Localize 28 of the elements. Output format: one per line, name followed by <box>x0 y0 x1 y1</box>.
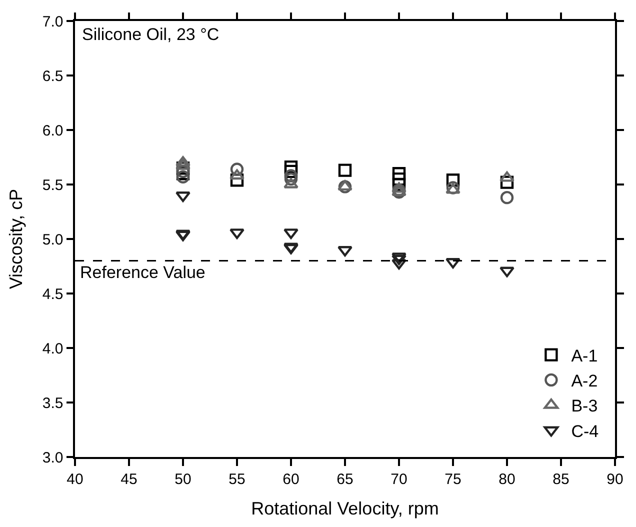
x-tick-label: 40 <box>66 470 84 488</box>
annotation: Silicone Oil, 23 °C <box>82 25 220 44</box>
y-tick-label: 6.5 <box>42 68 64 85</box>
legend-label: A-1 <box>571 346 598 366</box>
y-axis-title: Viscosity, cP <box>6 188 26 290</box>
y-tick-label: 4.5 <box>42 286 64 303</box>
y-tick-label: 7.0 <box>42 13 64 30</box>
legend-label: B-3 <box>571 396 598 416</box>
y-tick-label: 5.5 <box>42 176 64 194</box>
y-tick-label: 6.0 <box>42 122 64 140</box>
x-tick-label: 75 <box>444 470 462 488</box>
legend-label: A-2 <box>571 372 598 391</box>
x-tick-label: 60 <box>282 470 300 488</box>
legend-label: C-4 <box>571 422 599 441</box>
y-tick-label: 3.5 <box>42 394 64 412</box>
ref-line-label: Reference Value <box>80 263 206 282</box>
x-axis-title: Rotational Velocity, rpm <box>251 498 439 518</box>
x-tick-label: 50 <box>174 470 192 488</box>
y-tick-label: 3.0 <box>42 449 64 466</box>
y-tick-label: 4.0 <box>42 340 64 358</box>
x-tick-label: 90 <box>606 470 624 488</box>
x-tick-label: 85 <box>552 470 570 488</box>
x-tick-label: 65 <box>336 470 354 488</box>
x-tick-label: 70 <box>390 470 408 488</box>
y-tick-label: 5.0 <box>42 231 64 248</box>
x-tick-label: 80 <box>498 470 516 488</box>
x-tick-label: 55 <box>228 470 246 488</box>
x-tick-label: 45 <box>120 470 138 488</box>
